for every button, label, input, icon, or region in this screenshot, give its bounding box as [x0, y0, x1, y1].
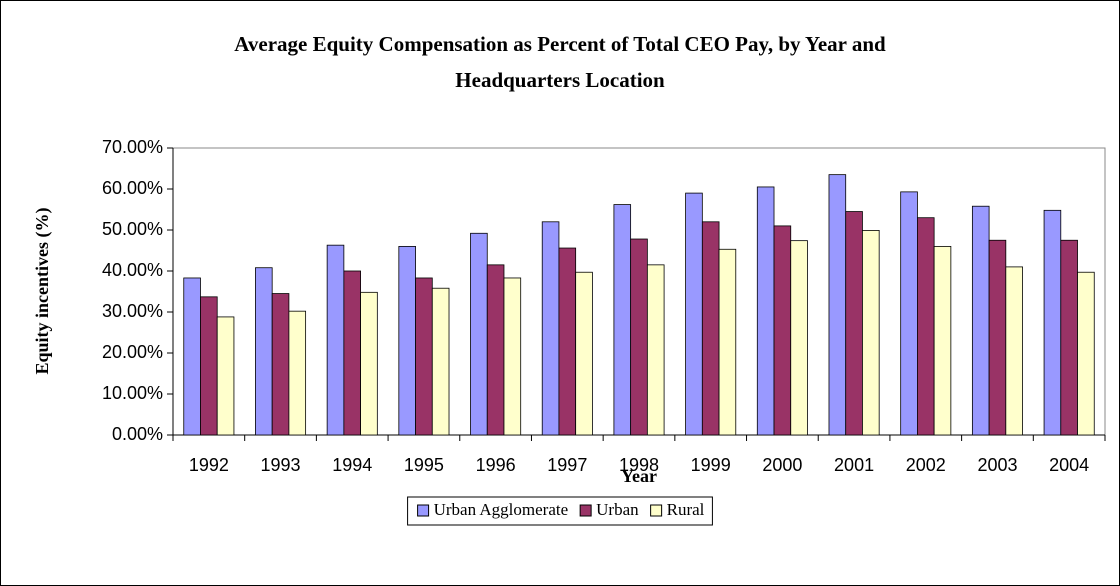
- bar: [288, 310, 307, 436]
- bar: [917, 217, 935, 436]
- bar: [255, 267, 273, 436]
- bar: [470, 232, 488, 436]
- bar: [845, 211, 863, 436]
- y-tick-label: 10.00%: [102, 383, 163, 403]
- bar: [575, 271, 593, 436]
- x-tick-label: 2002: [906, 455, 946, 475]
- bar: [613, 204, 632, 436]
- bar: [933, 245, 952, 436]
- x-tick-label: 1996: [476, 455, 516, 475]
- x-tick-label: 2000: [762, 455, 802, 475]
- x-tick-label: 1994: [332, 455, 372, 475]
- x-tick-label: 1999: [691, 455, 731, 475]
- bar: [1060, 239, 1078, 436]
- y-tick-label: 40.00%: [102, 260, 163, 280]
- bar: [415, 277, 433, 436]
- legend-swatch: [417, 504, 430, 517]
- bar: [828, 174, 847, 436]
- bar: [971, 205, 990, 436]
- bar: [431, 287, 450, 436]
- bar: [541, 221, 560, 436]
- bar: [646, 264, 665, 436]
- bar: [398, 245, 416, 436]
- x-tick-label: 1997: [547, 455, 587, 475]
- bar: [685, 192, 703, 436]
- bar: [1005, 266, 1023, 436]
- bar: [486, 264, 505, 436]
- legend-label: Rural: [667, 500, 705, 519]
- bar: [790, 240, 808, 436]
- bar: [701, 221, 720, 436]
- bar: [360, 291, 378, 436]
- bar: [503, 277, 522, 436]
- x-tick-label: 1998: [619, 455, 659, 475]
- y-tick-label: 60.00%: [102, 178, 163, 198]
- chart-title: Headquarters Location: [455, 68, 665, 92]
- y-tick-label: 30.00%: [102, 301, 163, 321]
- bar: [343, 270, 361, 436]
- legend-label: Urban Agglomerate: [434, 500, 569, 519]
- bar: [988, 239, 1007, 436]
- bar: [630, 238, 648, 436]
- y-tick-label: 20.00%: [102, 342, 163, 362]
- bar: [718, 248, 737, 436]
- legend-label: Urban: [596, 500, 639, 519]
- legend-swatch: [650, 504, 663, 517]
- chart-title: Average Equity Compensation as Percent o…: [234, 32, 886, 56]
- bar: [862, 230, 880, 436]
- x-axis-title: Year: [621, 466, 657, 486]
- bar: [216, 316, 235, 436]
- bar: [1043, 209, 1062, 436]
- bar: [900, 191, 918, 436]
- bar: [558, 247, 577, 436]
- y-tick-label: 0.00%: [112, 424, 163, 444]
- bar: [271, 293, 290, 436]
- bar: [1077, 271, 1095, 436]
- x-tick-label: 1992: [189, 455, 229, 475]
- bar: [773, 225, 792, 436]
- bar: [326, 244, 345, 436]
- bar: [183, 277, 201, 436]
- x-tick-label: 2001: [834, 455, 874, 475]
- bar: [200, 296, 218, 436]
- bar: [756, 186, 775, 436]
- y-axis-title: Equity incentives (%): [32, 207, 53, 374]
- y-tick-label: 70.00%: [102, 137, 163, 157]
- x-tick-label: 1993: [261, 455, 301, 475]
- x-tick-label: 1995: [404, 455, 444, 475]
- y-tick-label: 50.00%: [102, 219, 163, 239]
- x-tick-label: 2003: [977, 455, 1017, 475]
- legend-swatch: [579, 504, 592, 517]
- x-tick-label: 2004: [1049, 455, 1089, 475]
